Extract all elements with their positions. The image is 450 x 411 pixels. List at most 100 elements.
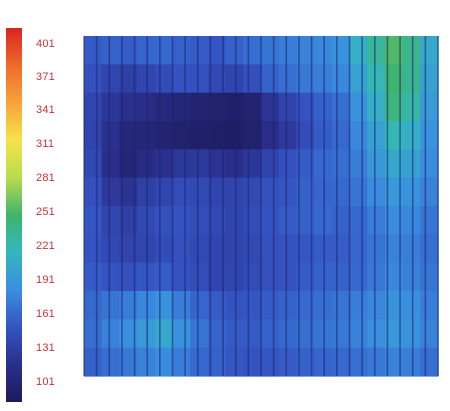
heatmap-cell	[296, 121, 315, 150]
heatmap-cell	[420, 262, 439, 292]
heatmap-cell	[101, 64, 120, 94]
heatmap-cell	[314, 262, 333, 292]
heatmap-cell	[367, 347, 386, 377]
colorbar-tick-label: 371	[36, 71, 55, 83]
heatmap-cell	[349, 291, 368, 320]
heatmap-cell	[349, 319, 368, 349]
heatmap-cell	[314, 64, 333, 94]
heatmap-cell	[296, 347, 315, 377]
heatmap-cell	[101, 36, 120, 65]
heatmap-cell	[190, 291, 209, 320]
heatmap-cell	[402, 262, 421, 292]
heatmap-cell	[207, 92, 227, 122]
heatmap-cell	[367, 121, 386, 150]
heatmap-cell	[243, 319, 262, 349]
heatmap-cell	[420, 319, 439, 349]
heatmap-cell	[331, 319, 351, 349]
heatmap-cell	[225, 177, 244, 207]
heatmap-cell	[296, 262, 315, 292]
heatmap-cell	[154, 347, 174, 377]
heatmap-cell	[296, 36, 315, 65]
colorbar-tick-label: 221	[36, 240, 55, 252]
heatmap-cell	[243, 177, 262, 207]
heatmap-cell	[154, 177, 174, 207]
heatmap-cell	[119, 206, 138, 235]
heatmap-cell	[331, 149, 351, 179]
heatmap-cell	[101, 262, 120, 292]
heatmap-cell	[402, 347, 421, 377]
heatmap-cell	[278, 64, 297, 94]
colorbar-tick-label: 281	[36, 172, 55, 184]
heatmap-cell	[137, 347, 156, 377]
heatmap-cell	[119, 64, 138, 94]
heatmap-cell	[84, 149, 103, 179]
heatmap-cell	[154, 149, 174, 179]
heatmap-cell	[172, 291, 191, 320]
heatmap-cell	[137, 234, 156, 264]
heatmap-cell	[420, 149, 439, 179]
heatmap-cell	[314, 92, 333, 122]
heatmap-cell	[402, 177, 421, 207]
heatmap-cell	[314, 234, 333, 264]
heatmap-cell	[420, 64, 439, 94]
heatmap-cell	[296, 92, 315, 122]
heatmap-cell	[101, 319, 120, 349]
heatmap-cell	[154, 291, 174, 320]
heatmap-cell	[101, 121, 120, 150]
heatmap-cell	[261, 64, 280, 94]
colorbar-tick-label: 191	[36, 274, 55, 286]
heatmap-cell	[84, 347, 103, 377]
heatmap-cell	[261, 262, 280, 292]
colorbar-tick-label: 101	[36, 376, 55, 388]
heatmap-cell	[119, 347, 138, 377]
colorbar-tick-label: 311	[36, 138, 55, 150]
heatmap-cell	[278, 234, 297, 264]
heatmap-cell	[84, 291, 103, 320]
heatmap-cell	[331, 262, 351, 292]
heatmap-cell	[137, 262, 156, 292]
heatmap-cell	[172, 262, 191, 292]
heatmap-cell	[84, 36, 103, 65]
heatmap-cell	[402, 206, 421, 235]
heatmap-cell	[384, 121, 404, 150]
heatmap-cell	[420, 234, 439, 264]
heatmap-cell	[367, 319, 386, 349]
heatmap-cell	[384, 234, 404, 264]
heatmap-cell	[278, 206, 297, 235]
heatmap-cell	[243, 149, 262, 179]
heatmap-cell	[154, 36, 174, 65]
heatmap-cell	[154, 319, 174, 349]
heatmap-cell	[137, 92, 156, 122]
heatmap-cell	[367, 262, 386, 292]
heatmap-cell	[243, 121, 262, 150]
heatmap-cell	[243, 262, 262, 292]
heatmap-cell	[402, 319, 421, 349]
heatmap-cell	[137, 64, 156, 94]
heatmap-cell	[119, 262, 138, 292]
heatmap-cell	[314, 347, 333, 377]
heatmap-cell	[207, 64, 227, 94]
heatmap-cell	[119, 234, 138, 264]
heatmap-cell	[349, 92, 368, 122]
heatmap-cell	[402, 92, 421, 122]
heatmap-cell	[243, 347, 262, 377]
heatmap-cell	[84, 92, 103, 122]
heatmap-cell	[402, 64, 421, 94]
heatmap-cell	[278, 291, 297, 320]
heatmap-cell	[349, 64, 368, 94]
heatmap-cell	[84, 262, 103, 292]
heatmap-cell	[101, 149, 120, 179]
heatmap-cell	[119, 291, 138, 320]
heatmap-cell	[137, 177, 156, 207]
heatmap-cell	[101, 234, 120, 264]
heatmap-cell	[172, 234, 191, 264]
heatmap-cell	[172, 36, 191, 65]
heatmap-cell	[296, 64, 315, 94]
heatmap-cell	[296, 177, 315, 207]
heatmap-cell	[190, 319, 209, 349]
heatmap-cell	[172, 64, 191, 94]
heatmap-cell	[314, 121, 333, 150]
heatmap-cell	[367, 177, 386, 207]
heatmap-cell	[296, 234, 315, 264]
